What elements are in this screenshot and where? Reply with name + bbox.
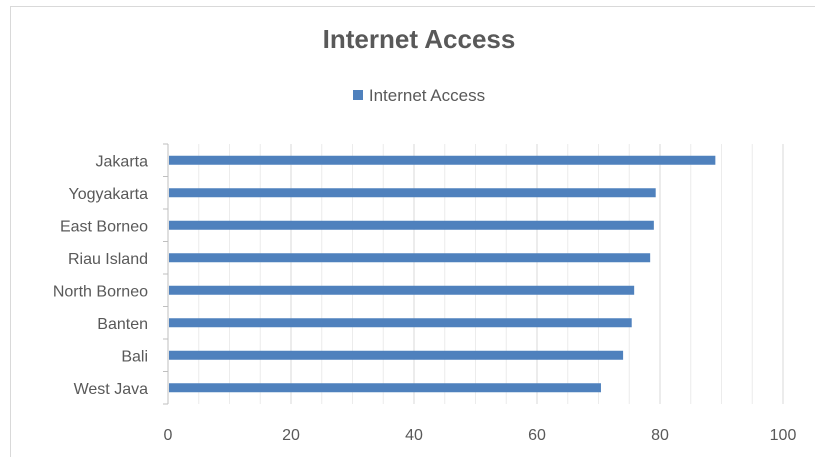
x-tick-label: 80 bbox=[651, 427, 669, 444]
y-tick-label: East Borneo bbox=[60, 218, 148, 235]
y-tick-label: Riau Island bbox=[68, 251, 148, 268]
legend-swatch bbox=[352, 90, 363, 100]
x-tick-label: 20 bbox=[282, 427, 300, 444]
y-tick-label: Jakarta bbox=[96, 153, 149, 170]
y-tick-label: West Java bbox=[74, 381, 149, 398]
bar bbox=[169, 383, 601, 393]
chart-frame bbox=[10, 6, 815, 457]
bar bbox=[169, 318, 632, 328]
legend-label: Internet Access bbox=[368, 86, 486, 105]
bar bbox=[169, 285, 635, 295]
bar bbox=[169, 155, 716, 165]
y-tick-label: Yogyakarta bbox=[69, 186, 149, 203]
bar bbox=[169, 253, 651, 263]
y-tick-label: Bali bbox=[121, 348, 148, 365]
x-tick-label: 0 bbox=[164, 427, 173, 444]
x-tick-label: 100 bbox=[770, 427, 797, 444]
y-tick-label: Banten bbox=[97, 316, 148, 333]
y-tick-label: North Borneo bbox=[53, 283, 148, 300]
chart-title: Internet Access bbox=[322, 24, 516, 54]
x-tick-label: 60 bbox=[528, 427, 546, 444]
bar bbox=[169, 188, 656, 198]
x-tick-label: 40 bbox=[405, 427, 423, 444]
bar bbox=[169, 220, 654, 230]
bar bbox=[169, 350, 624, 360]
legend: Internet Access bbox=[0, 86, 815, 106]
